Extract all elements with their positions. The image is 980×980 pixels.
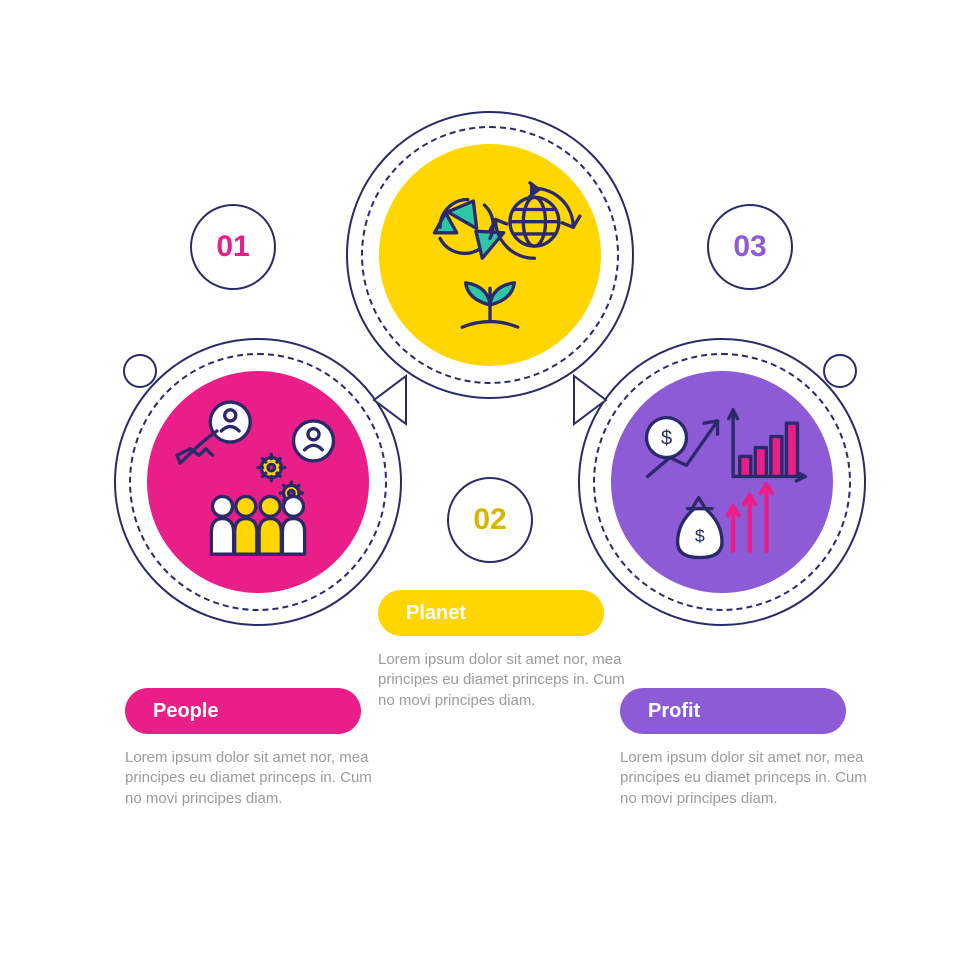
planet-number: 02 — [473, 503, 506, 537]
profit-number-badge: 03 — [707, 204, 793, 290]
people-small-circle — [123, 354, 157, 388]
planet-description: Lorem ipsum dolor sit amet nor, mea prin… — [378, 650, 626, 711]
profit-title-pill: Profit — [620, 688, 846, 734]
people-description: Lorem ipsum dolor sit amet nor, mea prin… — [125, 748, 373, 809]
planet-number-badge: 02 — [447, 477, 533, 563]
profit-description: Lorem ipsum dolor sit amet nor, mea prin… — [620, 748, 868, 809]
profit-number: 03 — [733, 230, 766, 264]
people-title: People — [153, 700, 219, 723]
planet-title: Planet — [406, 602, 466, 625]
profit-small-circle — [823, 354, 857, 388]
infographic-stage: $ $ — [0, 0, 980, 980]
people-number: 01 — [216, 230, 249, 264]
planet-title-pill: Planet — [378, 590, 604, 636]
people-number-badge: 01 — [190, 204, 276, 290]
profit-title: Profit — [648, 700, 700, 723]
people-title-pill: People — [125, 688, 361, 734]
